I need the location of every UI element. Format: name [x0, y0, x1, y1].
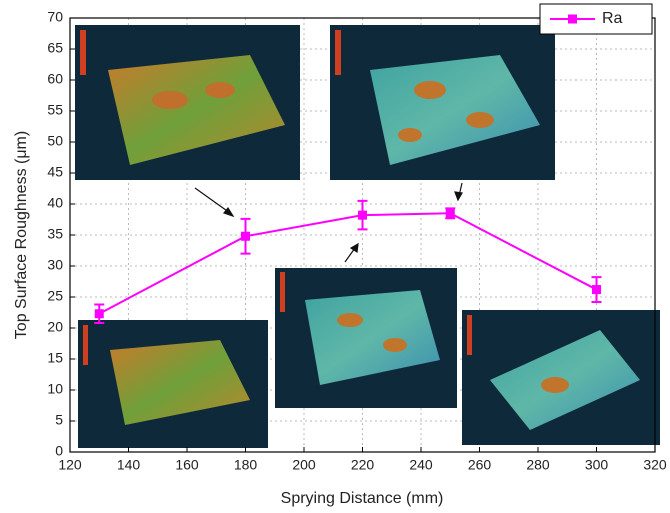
marker	[358, 210, 367, 220]
y-tick-label: 50	[47, 133, 63, 149]
legend-label: Ra	[602, 10, 623, 27]
y-tick-label: 5	[55, 412, 63, 428]
x-tick-label: 140	[117, 457, 141, 473]
y-tick-label: 15	[47, 350, 63, 366]
y-axis-label: Top Surface Roughness (μm)	[13, 131, 30, 339]
y-tick-label: 40	[47, 195, 63, 211]
inset-image	[75, 25, 300, 180]
y-tick-label: 0	[55, 443, 63, 459]
arrows	[194, 182, 463, 263]
marker	[241, 231, 250, 241]
x-tick-label: 260	[468, 457, 492, 473]
inset-image	[462, 310, 660, 445]
y-tick-label: 25	[47, 288, 63, 304]
marker	[445, 208, 455, 218]
y-tick-label: 60	[47, 71, 63, 87]
x-tick-label: 160	[175, 457, 199, 473]
y-tick-label: 10	[47, 381, 63, 397]
x-tick-label: 300	[585, 457, 609, 473]
x-tick-label: 240	[409, 457, 433, 473]
y-tick-label: 20	[47, 319, 63, 335]
y-tick-label: 45	[47, 164, 63, 180]
legend-marker	[568, 14, 577, 24]
marker	[592, 285, 601, 295]
x-tick-label: 280	[526, 457, 550, 473]
y-tick-label: 65	[47, 40, 63, 56]
inset-image	[275, 268, 457, 408]
x-tick-label: 320	[643, 457, 667, 473]
plot-frame	[69, 17, 656, 453]
inset-image	[330, 25, 555, 180]
x-axis-label: Sprying Distance (mm)	[281, 490, 444, 507]
y-tick-label: 35	[47, 226, 63, 242]
x-tick-label: 220	[351, 457, 375, 473]
inset-images	[75, 25, 660, 448]
inset-image	[78, 320, 268, 448]
marker	[94, 309, 104, 319]
y-tick-label: 30	[47, 257, 63, 273]
y-tick-label: 70	[47, 9, 63, 25]
x-tick-label: 120	[58, 457, 82, 473]
x-tick-label: 180	[234, 457, 258, 473]
y-tick-label: 55	[47, 102, 63, 118]
x-tick-label: 200	[292, 457, 316, 473]
